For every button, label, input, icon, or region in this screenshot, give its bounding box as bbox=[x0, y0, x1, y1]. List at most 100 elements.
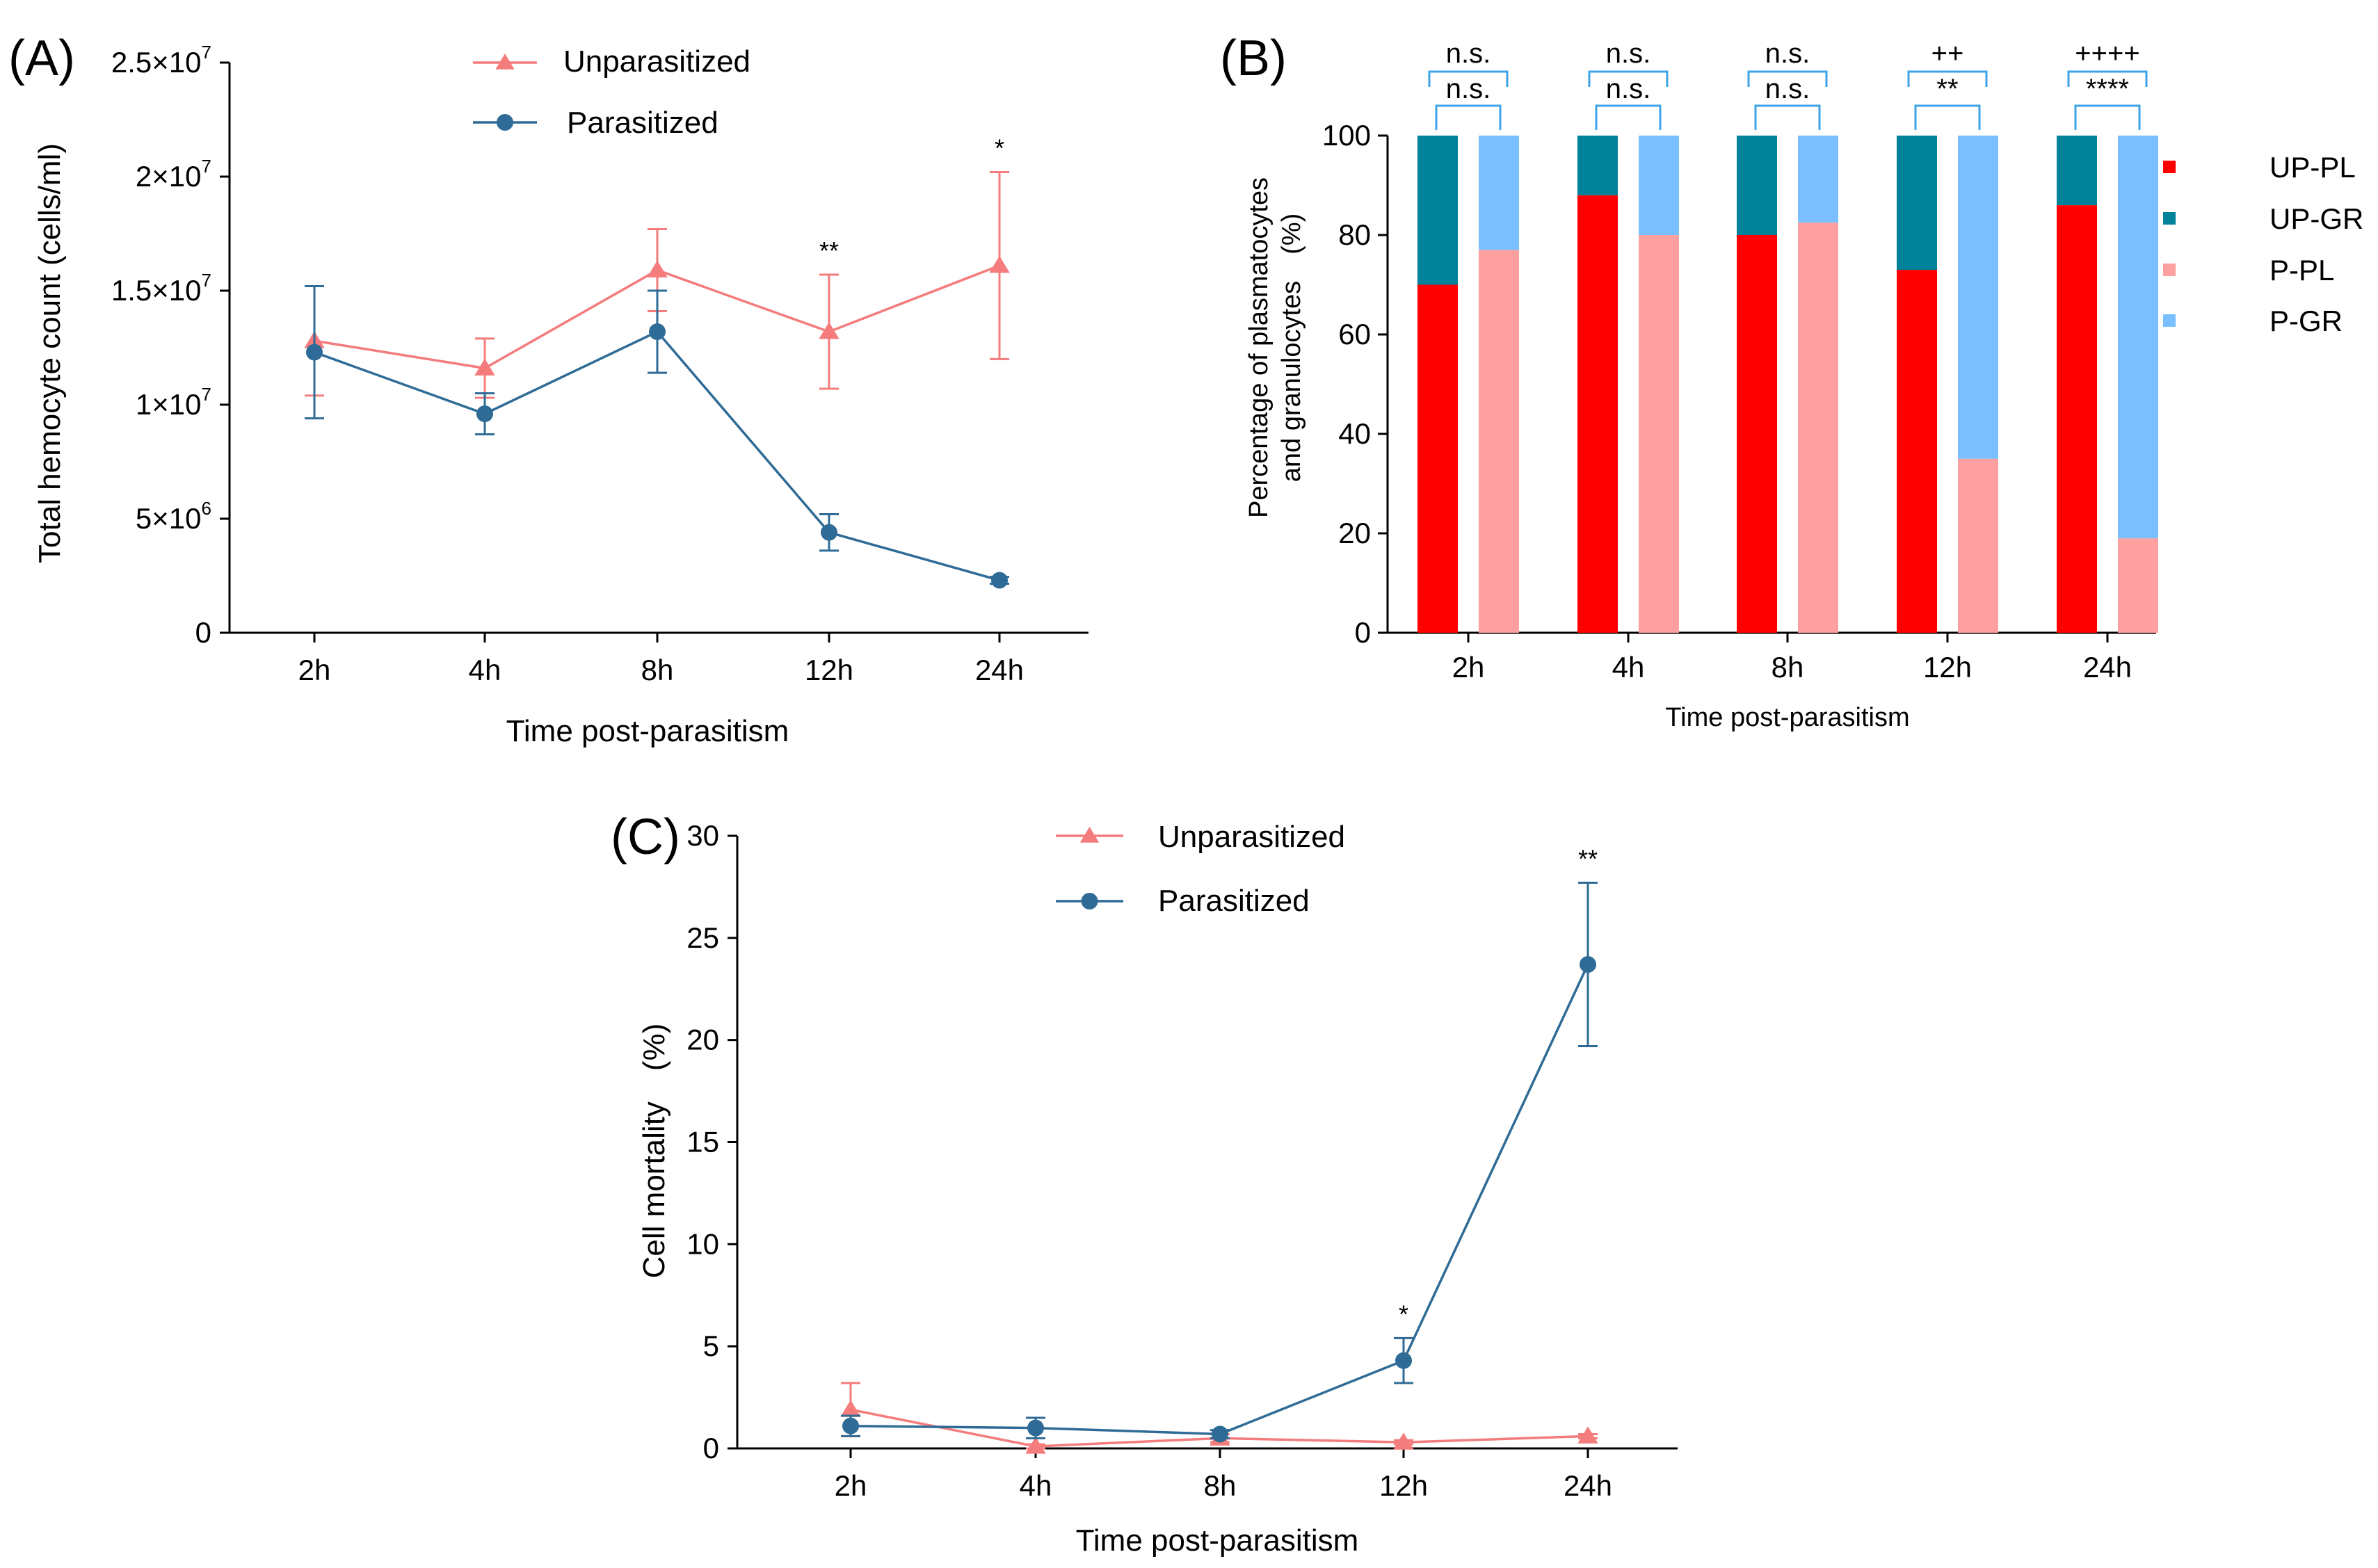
panel-a-significance-label: * bbox=[995, 134, 1004, 162]
panel-a-legend-marker-unparasitized bbox=[495, 54, 515, 70]
panel-a-y-tick-label-base: 2×10 bbox=[136, 160, 202, 193]
panel-b-bar-up-pl bbox=[1417, 284, 1458, 633]
panel-c-point-parasitized bbox=[1027, 1419, 1044, 1437]
panel-b-y-axis-title-line2: and granulocytes (%) bbox=[1277, 213, 1306, 483]
panel-c-y-tick-label: 30 bbox=[686, 819, 719, 852]
panel-a-x-tick-label: 12h bbox=[805, 654, 853, 686]
panel-c-point-unparasitized bbox=[1393, 1432, 1414, 1450]
panel-a-y-axis-title: Total hemocyte count (cells/ml) bbox=[33, 143, 67, 563]
panel-a-point-parasitized bbox=[991, 572, 1008, 589]
panel-c-point-unparasitized bbox=[840, 1400, 861, 1417]
panel-c-label: (C) bbox=[611, 809, 680, 865]
panel-b-y-tick-label: 40 bbox=[1338, 417, 1371, 450]
panel-b-x-axis-title: Time post-parasitism bbox=[1665, 703, 1909, 732]
panel-b-y-axis-title-line1: Percentage of plasmatocytes bbox=[1244, 177, 1274, 518]
panel-a-y-tick-label-exponent: 7 bbox=[202, 156, 211, 177]
panel-c-y-axis-title: Cell mortality (%) bbox=[637, 1024, 671, 1279]
panel-b-y-tick-label: 100 bbox=[1322, 119, 1371, 152]
panel-c-legend-unparasitized: Unparasitized bbox=[1158, 820, 1345, 854]
panel-c-line-chart: (C) Time post-parasitism Cell mortality … bbox=[611, 809, 1678, 1558]
panel-a-significance-label: ** bbox=[819, 236, 839, 265]
panel-a-y-tick-label: 2×107 bbox=[136, 156, 211, 193]
panel-b-y-tick-label: 80 bbox=[1338, 218, 1371, 251]
panel-a-point-parasitized bbox=[821, 524, 837, 541]
panel-b-bracket-outer bbox=[1428, 70, 1509, 87]
panel-b-label: (B) bbox=[1220, 31, 1287, 86]
panel-c-x-axis-title: Time post-parasitism bbox=[1076, 1523, 1359, 1558]
panel-b-x-tick-label: 4h bbox=[1612, 651, 1645, 684]
panel-a-point-parasitized bbox=[649, 323, 666, 341]
panel-c-legend-parasitized: Parasitized bbox=[1158, 884, 1310, 918]
panel-b-bracket-outer bbox=[2067, 70, 2148, 87]
panel-c-point-parasitized bbox=[1212, 1425, 1228, 1443]
panel-b-legend-p-gr: P-GR bbox=[2269, 305, 2343, 337]
panel-b-y-tick-label: 0 bbox=[1355, 616, 1371, 649]
panel-a-point-unparasitized bbox=[474, 358, 495, 376]
panel-b-x-tick-label: 24h bbox=[2083, 651, 2132, 684]
panel-b-bar-p-gr bbox=[1958, 136, 1998, 459]
panel-a-y-tick-label-exponent: 7 bbox=[202, 270, 211, 291]
panel-a-y-tick-label-exponent: 6 bbox=[202, 498, 211, 519]
panel-b-bar-p-pl bbox=[1639, 235, 1679, 633]
panel-c-point-unparasitized bbox=[1577, 1426, 1598, 1444]
panel-c-y-tick-label: 10 bbox=[686, 1227, 719, 1260]
panel-b-bar-up-pl bbox=[1897, 270, 1937, 633]
panel-b-significance-top: ++++ bbox=[2075, 38, 2139, 69]
panel-b-legend-swatch-up-pl bbox=[2163, 161, 2176, 173]
panel-b-significance-bottom: n.s. bbox=[1765, 74, 1810, 104]
panel-a-y-tick-label-base: 0 bbox=[195, 616, 211, 649]
panel-a-line-chart: (A) Time post-parasitism Total hemocyte … bbox=[8, 31, 1088, 748]
panel-c-point-parasitized bbox=[842, 1417, 859, 1434]
panel-c-point-parasitized bbox=[1580, 956, 1596, 973]
panel-b-bar-p-pl bbox=[1798, 223, 1838, 633]
panel-b-legend-swatch-p-pl bbox=[2163, 264, 2176, 276]
panel-b-stacked-bar-chart: (B) Time post-parasitism Percentage of p… bbox=[1220, 31, 2363, 732]
panel-b-bracket-outer bbox=[1907, 70, 1988, 87]
panel-a-label: (A) bbox=[8, 31, 75, 86]
panel-c-x-tick-label: 8h bbox=[1204, 1469, 1237, 1502]
panel-c-significance-label: * bbox=[1399, 1300, 1408, 1328]
panel-c-x-tick-label: 4h bbox=[1020, 1469, 1052, 1502]
panel-b-legend-swatch-p-gr bbox=[2163, 314, 2176, 327]
panel-a-legend: Unparasitized Parasitized bbox=[473, 45, 750, 140]
panel-a-y-tick-label-exponent: 7 bbox=[202, 42, 211, 63]
panel-b-bar-up-gr bbox=[2057, 136, 2097, 206]
panel-c-series-line-parasitized bbox=[850, 964, 1589, 1436]
panel-a-x-tick-label: 2h bbox=[298, 654, 331, 686]
panel-c-point-unparasitized bbox=[1025, 1437, 1046, 1454]
panel-a-y-tick-label: 5×106 bbox=[136, 498, 211, 535]
panel-c-point-parasitized bbox=[1395, 1352, 1412, 1369]
panel-b-legend: UP-PL UP-GR P-PL P-GR bbox=[2163, 151, 2363, 337]
panel-b-y-tick-label: 20 bbox=[1338, 517, 1371, 549]
panel-b-bracket-outer bbox=[1747, 70, 1828, 87]
panel-a-point-unparasitized bbox=[647, 260, 668, 277]
panel-b-bar-p-gr bbox=[1798, 136, 1838, 223]
panel-b-bracket-outer bbox=[1588, 70, 1669, 87]
panel-a-legend-parasitized: Parasitized bbox=[567, 106, 718, 140]
panel-a-x-tick-label: 24h bbox=[975, 654, 1024, 686]
panel-a-point-parasitized bbox=[306, 343, 323, 361]
panel-b-bar-up-gr bbox=[1737, 136, 1777, 235]
panel-b-bracket-inner bbox=[1435, 104, 1502, 130]
panel-b-y-tick-label: 60 bbox=[1338, 318, 1371, 350]
panel-a-x-tick-label: 4h bbox=[469, 654, 501, 686]
panel-b-significance-top: n.s. bbox=[1606, 38, 1650, 69]
panel-c-y-tick-label: 15 bbox=[686, 1126, 719, 1158]
panel-b-bar-p-pl bbox=[1958, 458, 1998, 633]
panel-b-bar-p-gr bbox=[1479, 136, 1519, 250]
panel-b-significance-bottom: ** bbox=[1936, 74, 1958, 104]
panel-c-x-tick-label: 2h bbox=[835, 1469, 867, 1502]
panel-a-y-tick-label-base: 2.5×10 bbox=[111, 46, 202, 79]
panel-c-legend-marker-unparasitized bbox=[1079, 827, 1100, 843]
panel-b-bar-up-gr bbox=[1577, 136, 1618, 195]
panel-b-significance-top: n.s. bbox=[1765, 38, 1810, 69]
panel-a-legend-marker-parasitized bbox=[497, 114, 513, 131]
panel-a-point-unparasitized bbox=[989, 255, 1010, 273]
panel-c-y-tick-label: 25 bbox=[686, 921, 719, 954]
panel-a-y-tick-label-base: 1.5×10 bbox=[111, 274, 202, 307]
panel-b-significance-bottom: **** bbox=[2086, 74, 2129, 104]
panel-b-significance-top: n.s. bbox=[1446, 38, 1491, 69]
panel-c-x-tick-label: 12h bbox=[1379, 1469, 1428, 1502]
panel-a-point-parasitized bbox=[476, 405, 493, 423]
panel-b-bracket-inner bbox=[1914, 104, 1981, 130]
